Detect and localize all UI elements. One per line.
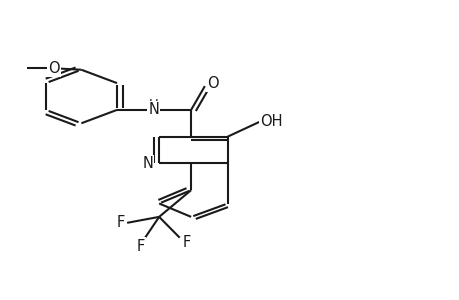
- Text: O: O: [207, 76, 218, 91]
- Text: F: F: [136, 238, 145, 253]
- Text: OH: OH: [259, 114, 282, 129]
- Text: F: F: [182, 235, 190, 250]
- Text: F: F: [116, 215, 124, 230]
- Text: H: H: [148, 98, 158, 111]
- Text: O: O: [48, 61, 60, 76]
- Text: N: N: [148, 102, 159, 117]
- Text: N: N: [142, 156, 153, 171]
